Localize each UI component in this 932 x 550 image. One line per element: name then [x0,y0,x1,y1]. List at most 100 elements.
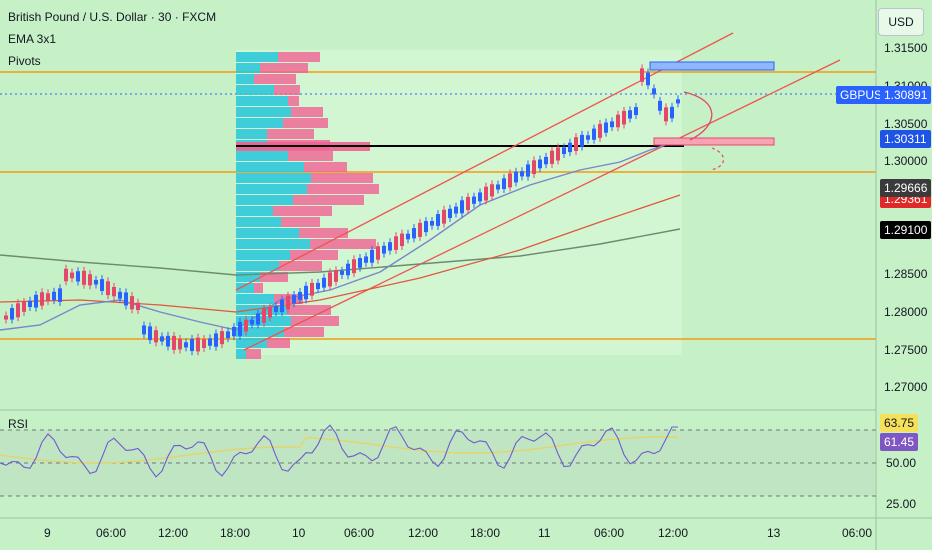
volume-profile-bar-up [236,52,278,62]
candle-body [58,288,62,302]
candle-body [232,326,236,337]
candle-body [676,99,680,104]
volume-profile-bar-down [288,96,299,106]
candle-body [154,330,158,343]
candle-body [514,171,518,183]
volume-profile-bar-up [236,283,254,293]
candle-body [70,272,74,279]
volume-profile-bar-up [236,96,288,106]
time-tick: 9 [44,526,51,540]
candle-body [100,279,104,291]
candle-body [424,221,428,233]
candle-body [292,295,296,304]
supply-box [649,61,775,71]
volume-profile-bar-down [260,63,308,73]
volume-profile-bar-down [304,162,347,172]
candle-body [646,72,650,86]
candle-body [406,233,410,240]
time-tick: 18:00 [220,526,251,540]
candle-body [430,220,434,226]
candle-body [658,100,662,111]
indicator-ema-label[interactable]: EMA 3x1 [8,32,57,46]
candle-body [16,303,20,318]
candle-body [418,222,422,237]
candle-body [526,164,530,177]
volume-profile-bar-down [274,85,300,95]
volume-profile-bar-down [290,250,338,260]
price-tick: 1.28500 [884,267,928,281]
volume-profile-bar-down [279,261,322,271]
candle-body [598,123,602,138]
candle-body [538,159,542,169]
candle-body [388,242,392,251]
ma-green [0,228,681,276]
chart-title[interactable]: British Pound / U.S. Dollar · 30 · FXCM [8,10,217,24]
candle-body [256,313,260,325]
candle-body [244,319,248,332]
candle-body [328,272,332,287]
volume-profile-bar-up [236,118,283,128]
candle-body [436,214,440,226]
candle-body [208,338,212,346]
rsi-tick: 50.00 [886,456,917,470]
last-price-tag: 1.30891 [880,86,932,104]
candle-body [112,286,116,297]
candle-body [496,184,500,190]
volume-profile-bar-down [254,283,263,293]
candle-body [622,110,626,125]
candle-body [298,291,302,300]
candle-body [562,147,566,155]
candle-body [520,171,524,177]
candle-body [34,294,38,308]
candle-body [364,256,368,263]
rsi-purple-tag: 61.45 [880,433,919,451]
volume-profile-bar-down [260,272,288,282]
candle-body [412,228,416,239]
indicator-pivots-label[interactable]: Pivots [8,54,41,68]
candle-body [376,246,380,260]
demand-box [653,137,775,146]
volume-profile-bar-up [236,228,299,238]
candle-body [394,236,398,250]
volume-profile-bar-up [236,173,311,183]
volume-profile-bar-up [236,85,274,95]
candle-body [346,263,350,276]
candle-body [178,338,182,350]
volume-profile-bar-up [236,162,304,172]
volume-profile-bar-down [254,74,296,84]
candle-body [442,209,446,224]
candle-body [64,268,68,282]
volume-profile-bar-up [236,74,254,84]
volume-profile-bar-down [307,184,379,194]
candle-body [652,88,656,95]
candle-body [76,271,80,282]
volume-profile-bar-up [236,217,281,227]
candle-body [352,259,356,274]
volume-profile-bar-up [236,107,291,117]
candle-body [286,295,290,310]
volume-profile-bar-down [283,118,328,128]
candle-body [28,300,32,308]
candle-body [508,173,512,188]
candle-body [544,156,548,165]
currency-button[interactable]: USD [878,8,924,36]
time-tick: 10 [292,526,306,540]
volume-profile-bar-down [267,129,314,139]
time-tick: 13 [767,526,781,540]
candle-body [160,336,164,342]
candle-body [466,196,470,211]
candle-body [136,302,140,311]
candle-body [316,282,320,290]
rsi-tick: 25.00 [886,497,917,511]
candle-body [532,160,536,175]
volume-profile-bar-up [236,327,284,337]
candle-body [628,110,632,119]
candle-body [550,150,554,164]
candle-body [472,196,476,204]
rsi-label[interactable]: RSI [8,417,29,431]
candle-body [664,107,668,122]
volume-profile-bar-up [236,195,293,205]
candle-body [214,333,218,347]
candle-body [634,107,638,116]
